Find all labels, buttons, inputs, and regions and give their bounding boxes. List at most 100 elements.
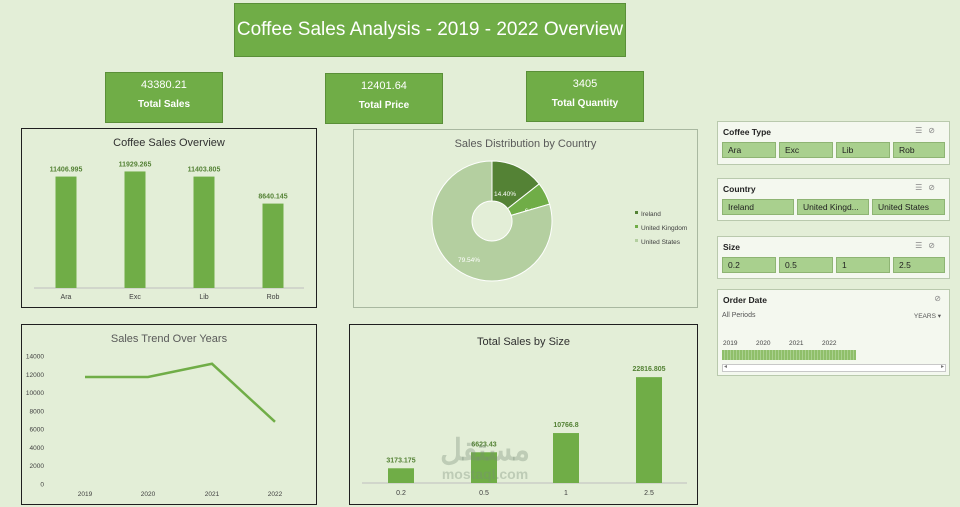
y-tick-label: 2000 (30, 463, 45, 470)
slicer-item[interactable]: Ara (722, 142, 776, 158)
pie-slice (431, 160, 553, 282)
slicer-title: Coffee Type (723, 127, 772, 137)
slicer-title: Country (723, 184, 756, 194)
kpi-total-quantity-value: 3405 (572, 78, 598, 90)
timeline-scrollbar[interactable]: ◂ ▸ (722, 364, 946, 372)
timeline-level-dropdown[interactable]: YEARS ▾ (914, 312, 941, 320)
clear-filter-icon[interactable]: ⊘ (934, 294, 941, 303)
slicer-item[interactable]: 0.2 (722, 257, 776, 273)
order-date-timeline: Order Date ⊘ All Periods YEARS ▾ 2019 20… (717, 289, 950, 376)
slice-data-label: 14.40% (494, 191, 516, 198)
slicer-item[interactable]: 0.5 (779, 257, 833, 273)
kpi-total-quantity: 3405 Total Quantity (526, 71, 644, 122)
x-tick-label: Rob (267, 294, 280, 301)
kpi-total-price-value: 12401.64 (361, 80, 407, 92)
chart-title: Sales Trend Over Years (110, 333, 228, 345)
slice-data-label: 79.54% (458, 257, 480, 264)
x-tick-label: 0.5 (479, 490, 489, 497)
sales-trend-chart[interactable]: Sales Trend Over Years 14000 12000 10000 80… (21, 324, 317, 505)
bar (55, 176, 77, 288)
y-tick-label: 4000 (30, 445, 45, 452)
x-tick-label: Exc (129, 294, 141, 301)
timeline-year[interactable]: 2022 (822, 340, 837, 347)
kpi-total-quantity-label: Total Quantity (551, 98, 619, 109)
clear-filter-icon[interactable]: ⊘ (928, 241, 941, 250)
legend-label: United Kingdom (641, 225, 687, 232)
sales-by-country-chart[interactable]: Sales Distribution by Country 14.40%6.06… (353, 129, 698, 308)
period-label: All Periods (722, 312, 756, 319)
kpi-total-price: 12401.64 Total Price (325, 73, 443, 124)
slicer-item[interactable]: Exc (779, 142, 833, 158)
bar-data-label: 11406.995 (50, 167, 83, 174)
kpi-total-price-label: Total Price (358, 100, 410, 111)
multi-select-icon[interactable]: ☰ (915, 241, 929, 250)
x-tick-label: 1 (564, 490, 568, 497)
y-tick-label: 12000 (26, 372, 44, 379)
size-slicer: Size ☰⊘ 0.2 0.5 1 2.5 (717, 236, 950, 279)
sales-by-size-chart[interactable]: Total Sales by Size 3173.175 0.2 6623.43 0.… (349, 324, 698, 505)
multi-select-icon[interactable]: ☰ (915, 126, 929, 135)
slicer-item[interactable]: Lib (836, 142, 890, 158)
scroll-left-icon[interactable]: ◂ (724, 364, 728, 370)
slicer-item[interactable]: United Kingd... (797, 199, 869, 215)
kpi-total-sales: 43380.21 Total Sales (105, 72, 223, 123)
kpi-total-sales-label: Total Sales (137, 99, 191, 110)
legend-marker (635, 211, 638, 214)
timeline-level: YEARS (913, 313, 936, 320)
legend-marker (635, 239, 638, 242)
bar (388, 468, 414, 483)
legend-marker (635, 225, 638, 228)
coffee-sales-overview-chart[interactable]: Coffee Sales Overview 11406.995 Ara 11929.… (21, 128, 317, 308)
sales-trend-plot: 14000 12000 10000 8000 6000 4000 2000 0 2019 2020… (26, 354, 283, 499)
timeline-selection-bar[interactable] (722, 350, 856, 360)
clear-filter-icon[interactable]: ⊘ (928, 126, 941, 135)
bar-data-label: 6623.43 (471, 441, 496, 448)
slicer-item[interactable]: 2.5 (893, 257, 945, 273)
timeline-year[interactable]: 2019 (723, 340, 738, 347)
y-tick-label: 14000 (26, 354, 44, 361)
bar (636, 377, 662, 483)
y-tick-label: 8000 (30, 408, 45, 415)
bar-data-label: 11929.265 (119, 161, 152, 168)
x-tick-label: 2022 (268, 491, 283, 498)
legend-label: Ireland (641, 211, 661, 218)
y-tick-label: 6000 (30, 427, 45, 434)
scroll-right-icon[interactable]: ▸ (940, 364, 944, 370)
y-tick-label: 10000 (26, 390, 44, 397)
slicer-tools: ☰⊘ (915, 183, 941, 192)
dashboard-title: Coffee Sales Analysis - 2019 - 2022 Over… (234, 3, 626, 57)
coffee-type-slicer: Coffee Type ☰⊘ Ara Exc Lib Rob (717, 121, 950, 165)
chart-title: Total Sales by Size (477, 336, 570, 348)
kpi-total-sales-value: 43380.21 (141, 79, 187, 91)
country-slicer: Country ☰⊘ Ireland United Kingd... Unite… (717, 178, 950, 221)
slicer-title: Size (723, 242, 741, 252)
timeline-year[interactable]: 2021 (789, 340, 804, 347)
slicer-tools: ☰⊘ (915, 241, 941, 250)
bar (471, 452, 497, 483)
watermark-arabic: مستقل (440, 434, 530, 467)
series-line (85, 362, 276, 423)
timeline-title: Order Date (723, 295, 767, 305)
chevron-down-icon: ▾ (937, 313, 941, 320)
slicer-item[interactable]: Rob (893, 142, 945, 158)
bar (193, 176, 215, 288)
watermark: مستقل mostaql.com (420, 434, 550, 483)
slicer-item[interactable]: 1 (836, 257, 890, 273)
watermark-latin: mostaql.com (441, 466, 529, 482)
bar-data-label: 3173.175 (386, 457, 415, 464)
multi-select-icon[interactable]: ☰ (915, 183, 929, 192)
bar (124, 171, 146, 288)
slicer-item[interactable]: United States (872, 199, 945, 215)
chart-title: Sales Distribution by Country (454, 138, 597, 150)
x-tick-label: 2020 (141, 491, 156, 498)
timeline-year[interactable]: 2020 (756, 340, 771, 347)
clear-filter-icon[interactable]: ⊘ (928, 183, 941, 192)
dashboard-title-text: Coffee Sales Analysis - 2019 - 2022 Over… (236, 19, 624, 40)
bar-data-label: 10766.8 (553, 422, 578, 429)
slicer-item[interactable]: Ireland (722, 199, 794, 215)
bar (262, 203, 284, 288)
bar-data-label: 22816.805 (632, 366, 665, 373)
x-tick-label: 2019 (78, 491, 93, 498)
coffee-sales-overview-plot: 11406.995 Ara 11929.265 Exc 11403.805 Lib 8640… (34, 161, 304, 301)
x-tick-label: Ara (61, 294, 72, 301)
